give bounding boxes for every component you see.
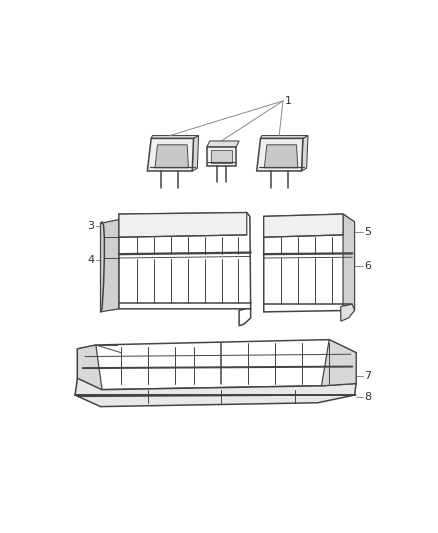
Polygon shape bbox=[207, 141, 239, 147]
Text: 3: 3 bbox=[87, 221, 94, 231]
Text: 5: 5 bbox=[364, 227, 371, 237]
Polygon shape bbox=[78, 345, 102, 390]
Polygon shape bbox=[264, 214, 354, 312]
Polygon shape bbox=[151, 135, 198, 139]
Polygon shape bbox=[261, 135, 308, 139]
Text: 6: 6 bbox=[364, 261, 371, 271]
Polygon shape bbox=[239, 309, 251, 326]
Polygon shape bbox=[207, 147, 236, 166]
Text: 8: 8 bbox=[364, 392, 371, 401]
Polygon shape bbox=[341, 304, 355, 321]
Polygon shape bbox=[302, 135, 308, 171]
Polygon shape bbox=[264, 145, 298, 168]
Polygon shape bbox=[100, 220, 119, 312]
Polygon shape bbox=[211, 150, 232, 163]
Polygon shape bbox=[78, 340, 356, 390]
Polygon shape bbox=[119, 213, 251, 309]
Polygon shape bbox=[119, 213, 247, 237]
Polygon shape bbox=[147, 139, 194, 171]
Polygon shape bbox=[321, 340, 356, 386]
Text: 1: 1 bbox=[285, 96, 292, 106]
Text: 7: 7 bbox=[364, 371, 371, 381]
Polygon shape bbox=[75, 378, 356, 407]
Polygon shape bbox=[155, 145, 188, 168]
Text: 4: 4 bbox=[87, 255, 94, 265]
Polygon shape bbox=[343, 214, 355, 312]
Polygon shape bbox=[192, 135, 198, 171]
Polygon shape bbox=[257, 139, 303, 171]
Polygon shape bbox=[264, 214, 343, 237]
